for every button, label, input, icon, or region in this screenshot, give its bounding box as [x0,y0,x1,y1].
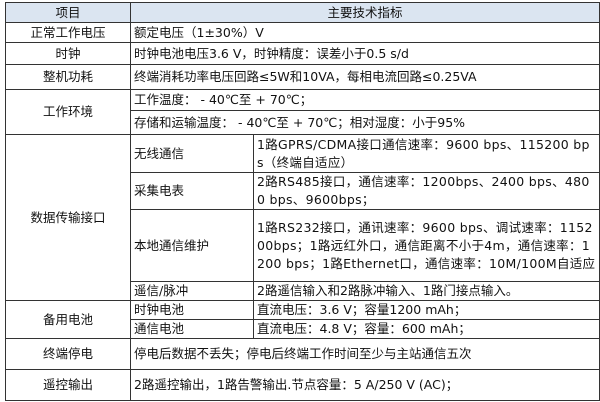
table-row: 本地通信维护 1路RS232接口，通讯速率：9600 bps、调试速率：1152… [6,209,600,282]
table-row: 终端停电 停电后数据不丢失；停电后终端工作时间至少与主站通信五次 [5,338,600,370]
row-value: 工作温度： - 40℃至 + 70℃； [129,89,600,111]
sub-label: 通信电池 [130,319,254,339]
table-row: 存储和运输温度： - 40℃至 + 70℃；相对湿度：小于95% [6,110,600,135]
sub-label: 本地通信维护 [130,209,254,282]
table-row: 备用电池 时钟电池 直流电压：3.6 V；容量1200 mAh； [5,300,600,339]
row-value: 2路遥信输入和2路脉冲输入、1路门接点输入。 [252,281,600,301]
row-value: 存储和运输温度： - 40℃至 + 70℃；相对湿度：小于95% [129,110,600,135]
row-value: 时钟电池电压3.6 V，时钟精度：误差小于0.5 s/d [129,42,600,65]
table-row: 通信电池 直流电压：4.8 V；容量：600 mAh； [6,319,600,339]
table-row: 数据传输接口 无线通信 1路GPRS/CDMA接口通信速率：9600 bps、1… [5,134,600,301]
table-row: 采集电表 2路RS485接口，通信速率：1200bps、2400 bps、480… [6,172,600,210]
table-row: 工作环境 工作温度： - 40℃至 + 70℃； [5,89,600,135]
sub-label: 采集电表 [130,172,254,210]
table-row: 时钟 时钟电池电压3.6 V，时钟精度：误差小于0.5 s/d [5,42,600,65]
row-value: 2路RS485接口，通信速率：1200bps、2400 bps、4800 bps… [252,172,600,210]
row-value: 终端消耗功率电压回路≤5W和10VA，每相电流回路≤0.25VA [129,64,600,90]
header-row: 项目 主要技术指标 [5,2,600,23]
sub-label: 无线通信 [130,134,254,173]
row-label: 整机功耗 [5,64,131,90]
row-label: 工作环境 [5,89,131,135]
row-value: 直流电压：3.6 V；容量1200 mAh； [252,300,600,320]
row-label: 时钟 [5,42,131,65]
row-value: 1路RS232接口，通讯速率：9600 bps、调试速率：115200bps；1… [252,209,600,282]
table-row: 遥控输出 2路遥控输出，1路告警输出.节点容量：5 A/250 V (AC)； [5,369,600,401]
spec-table: 项目 主要技术指标 正常工作电压 额定电压（1±30%）V 时钟 时钟电池电压3… [5,2,600,401]
row-label: 终端停电 [5,338,131,370]
row-label: 遥控输出 [5,369,131,401]
table-row: 整机功耗 终端消耗功率电压回路≤5W和10VA，每相电流回路≤0.25VA [5,64,600,90]
header-spec: 主要技术指标 [129,2,600,23]
row-value: 1路GPRS/CDMA接口通信速率：9600 bps、115200 bps（终端… [252,134,600,173]
sub-label: 时钟电池 [130,300,254,320]
sub-label: 遥信/脉冲 [130,281,254,301]
row-value: 额定电压（1±30%）V [129,22,600,43]
row-value: 停电后数据不丢失；停电后终端工作时间至少与主站通信五次 [129,338,600,370]
row-label: 正常工作电压 [5,22,131,43]
row-label: 备用电池 [5,300,131,339]
table-row: 正常工作电压 额定电压（1±30%）V [5,22,600,43]
row-value: 直流电压：4.8 V；容量：600 mAh； [252,319,600,339]
row-value: 2路遥控输出，1路告警输出.节点容量：5 A/250 V (AC)； [129,369,600,401]
table-row: 遥信/脉冲 2路遥信输入和2路脉冲输入、1路门接点输入。 [6,281,600,301]
row-label: 数据传输接口 [5,134,131,301]
header-item: 项目 [5,2,131,23]
